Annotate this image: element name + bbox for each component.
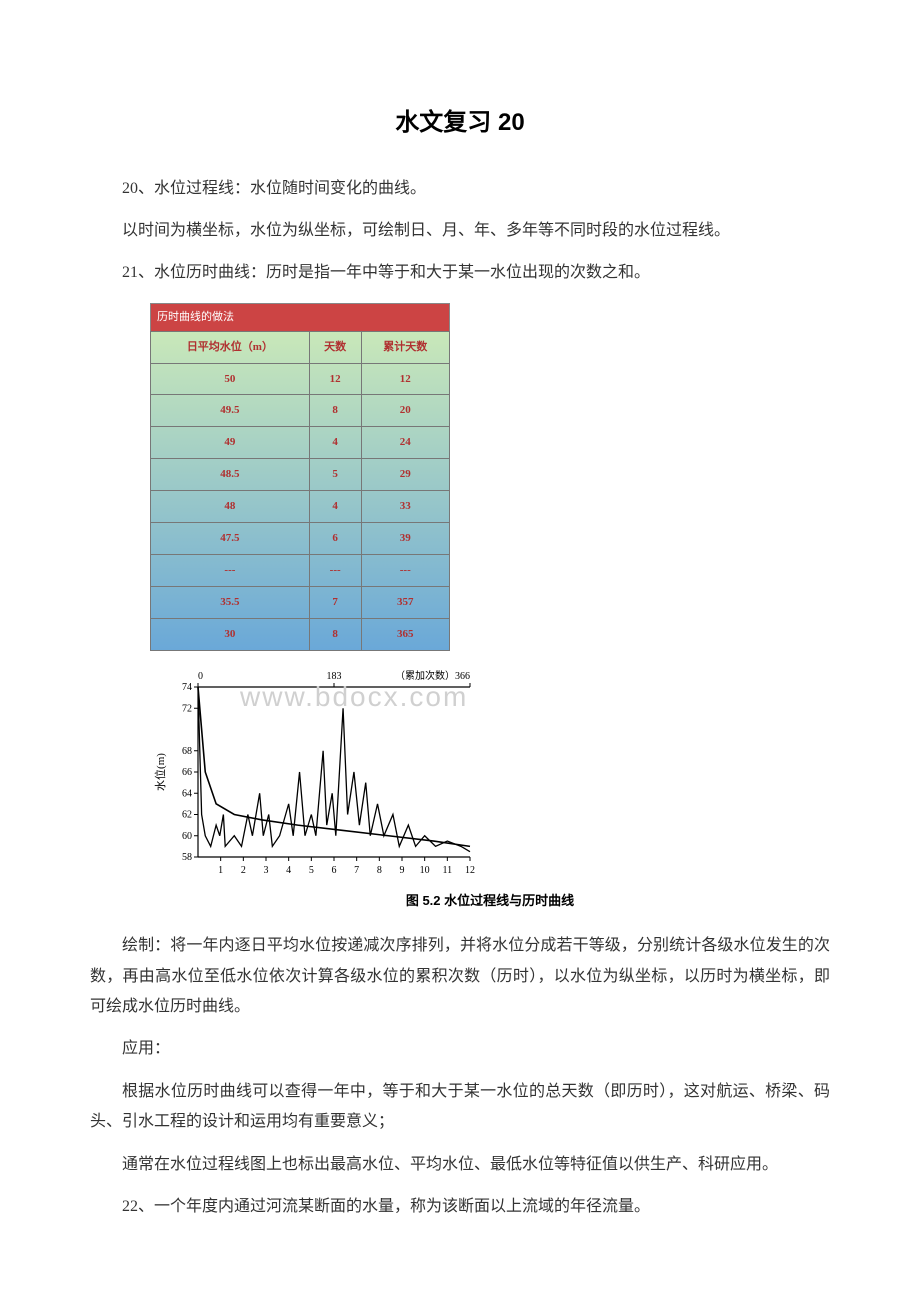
table-cell: 8 <box>309 618 361 650</box>
para-21: 21、水位历时曲线：历时是指一年中等于和大于某一水位出现的次数之和。 <box>90 258 830 288</box>
svg-text:68: 68 <box>182 745 192 756</box>
table-cell: 49.5 <box>151 395 310 427</box>
table-row: 47.5639 <box>151 523 450 555</box>
para-20: 20、水位过程线：水位随时间变化的曲线。 <box>90 174 830 204</box>
svg-text:12: 12 <box>465 865 475 876</box>
table-cell: 47.5 <box>151 523 310 555</box>
table-cell: 4 <box>309 427 361 459</box>
svg-text:11: 11 <box>443 865 453 876</box>
para-app2: 通常在水位过程线图上也标出最高水位、平均水位、最低水位等特征值以供生产、科研应用… <box>90 1150 830 1180</box>
svg-text:74: 74 <box>182 682 192 693</box>
para-20b: 以时间为横坐标，水位为纵坐标，可绘制日、月、年、多年等不同时段的水位过程线。 <box>90 216 830 246</box>
table-row: 49.5820 <box>151 395 450 427</box>
table-title: 历时曲线的做法 <box>150 303 450 331</box>
table-cell: 365 <box>361 618 449 650</box>
svg-text:62: 62 <box>182 809 192 820</box>
table-cell: 7 <box>309 586 361 618</box>
table-cell: 24 <box>361 427 449 459</box>
table-cell: 29 <box>361 459 449 491</box>
table-row: 501212 <box>151 363 450 395</box>
th-level: 日平均水位（m） <box>151 331 310 363</box>
chart-wrap: www.bdocx.com 0183（累加次数）3665860626466687… <box>150 665 830 914</box>
duration-table-wrap: 历时曲线的做法 日平均水位（m） 天数 累计天数 50121249.582049… <box>150 303 450 651</box>
svg-text:183: 183 <box>327 671 342 682</box>
duration-table: 日平均水位（m） 天数 累计天数 50121249.58204942448.55… <box>150 331 450 651</box>
svg-text:4: 4 <box>286 865 291 876</box>
svg-text:6: 6 <box>332 865 337 876</box>
table-row: 48.5529 <box>151 459 450 491</box>
table-cell: 30 <box>151 618 310 650</box>
svg-text:8: 8 <box>377 865 382 876</box>
table-cell: --- <box>361 554 449 586</box>
table-cell: 50 <box>151 363 310 395</box>
table-cell: 8 <box>309 395 361 427</box>
table-cell: 35.5 <box>151 586 310 618</box>
table-cell: 12 <box>309 363 361 395</box>
svg-text:0: 0 <box>198 671 203 682</box>
svg-text:58: 58 <box>182 852 192 863</box>
table-cell: 48 <box>151 491 310 523</box>
para-app1: 根据水位历时曲线可以查得一年中，等于和大于某一水位的总天数（即历时），这对航运、… <box>90 1077 830 1138</box>
para-22: 22、一个年度内通过河流某断面的水量，称为该断面以上流域的年径流量。 <box>90 1192 830 1222</box>
svg-text:3: 3 <box>264 865 269 876</box>
svg-text:5: 5 <box>309 865 314 876</box>
svg-text:7: 7 <box>354 865 359 876</box>
svg-text:水位(m): 水位(m) <box>153 752 167 790</box>
table-cell: 6 <box>309 523 361 555</box>
table-row: 35.57357 <box>151 586 450 618</box>
table-row: --------- <box>151 554 450 586</box>
svg-text:2: 2 <box>241 865 246 876</box>
page-title: 水文复习 20 <box>90 100 830 146</box>
table-cell: 357 <box>361 586 449 618</box>
table-cell: 49 <box>151 427 310 459</box>
table-cell: 4 <box>309 491 361 523</box>
svg-text:72: 72 <box>182 703 192 714</box>
table-cell: --- <box>309 554 361 586</box>
table-cell: 48.5 <box>151 459 310 491</box>
chart-caption: 图 5.2 水位过程线与历时曲线 <box>150 889 830 914</box>
table-cell: 5 <box>309 459 361 491</box>
table-row: 308365 <box>151 618 450 650</box>
table-cell: 39 <box>361 523 449 555</box>
svg-text:（累加次数）366: （累加次数）366 <box>395 669 470 682</box>
table-cell: --- <box>151 554 310 586</box>
svg-text:60: 60 <box>182 830 192 841</box>
hydrograph-chart: 0183（累加次数）3665860626466687274水位(m)123456… <box>150 665 480 885</box>
table-row: 48433 <box>151 491 450 523</box>
svg-text:10: 10 <box>420 865 430 876</box>
table-cell: 20 <box>361 395 449 427</box>
table-cell: 12 <box>361 363 449 395</box>
svg-text:1: 1 <box>218 865 223 876</box>
table-row: 49424 <box>151 427 450 459</box>
para-app: 应用： <box>90 1034 830 1064</box>
th-days: 天数 <box>309 331 361 363</box>
svg-text:9: 9 <box>400 865 405 876</box>
svg-text:64: 64 <box>182 788 192 799</box>
svg-text:66: 66 <box>182 767 192 778</box>
table-cell: 33 <box>361 491 449 523</box>
para-draw: 绘制：将一年内逐日平均水位按递减次序排列，并将水位分成若干等级，分别统计各级水位… <box>90 931 830 1022</box>
th-cum: 累计天数 <box>361 331 449 363</box>
